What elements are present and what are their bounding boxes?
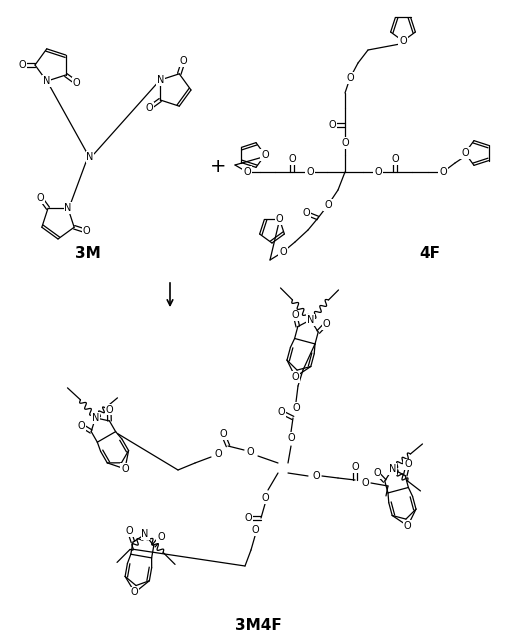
- Text: O: O: [244, 513, 252, 523]
- Text: O: O: [106, 404, 113, 415]
- Text: O: O: [291, 310, 299, 321]
- Text: O: O: [251, 525, 259, 535]
- Text: O: O: [131, 588, 139, 597]
- Text: O: O: [146, 102, 153, 113]
- Text: O: O: [322, 319, 330, 329]
- Text: N: N: [141, 529, 149, 539]
- Text: O: O: [373, 467, 381, 478]
- Text: 3M: 3M: [75, 245, 101, 261]
- Text: O: O: [324, 200, 332, 210]
- Text: O: O: [288, 154, 296, 164]
- Text: O: O: [276, 214, 283, 225]
- Text: O: O: [214, 449, 222, 459]
- Text: O: O: [399, 36, 407, 46]
- Text: O: O: [287, 433, 295, 443]
- Text: O: O: [36, 193, 44, 203]
- Text: O: O: [361, 478, 369, 488]
- Text: N: N: [92, 413, 99, 423]
- Text: O: O: [77, 420, 85, 431]
- Text: O: O: [306, 167, 314, 177]
- Text: O: O: [341, 138, 349, 148]
- Text: O: O: [404, 521, 411, 531]
- Text: N: N: [43, 76, 50, 86]
- Text: O: O: [18, 60, 26, 70]
- Text: O: O: [291, 372, 299, 382]
- Text: O: O: [292, 403, 300, 413]
- Text: O: O: [219, 429, 227, 439]
- Text: O: O: [439, 167, 447, 177]
- Text: O: O: [346, 73, 354, 83]
- Text: O: O: [302, 208, 310, 218]
- Text: N: N: [86, 152, 94, 162]
- Text: N: N: [64, 204, 72, 213]
- Text: N: N: [389, 464, 396, 474]
- Text: O: O: [243, 167, 251, 177]
- Text: O: O: [404, 459, 412, 469]
- Text: O: O: [261, 493, 269, 503]
- Text: O: O: [157, 532, 165, 542]
- Text: O: O: [179, 57, 187, 67]
- Text: O: O: [246, 447, 254, 457]
- Text: O: O: [121, 464, 129, 474]
- Text: N: N: [157, 75, 164, 85]
- Text: O: O: [261, 150, 269, 160]
- Text: O: O: [328, 120, 336, 130]
- Text: O: O: [351, 462, 359, 472]
- Text: O: O: [83, 226, 90, 236]
- Text: 4F: 4F: [420, 245, 440, 261]
- Text: O: O: [461, 148, 469, 158]
- Text: N: N: [307, 315, 314, 325]
- Text: O: O: [278, 407, 285, 417]
- Text: O: O: [374, 167, 382, 177]
- Text: O: O: [391, 154, 399, 164]
- Text: O: O: [72, 78, 80, 88]
- Text: +: +: [210, 158, 226, 177]
- Text: O: O: [279, 247, 287, 257]
- Text: 3M4F: 3M4F: [235, 618, 281, 632]
- Text: O: O: [125, 526, 133, 536]
- Text: O: O: [312, 471, 320, 481]
